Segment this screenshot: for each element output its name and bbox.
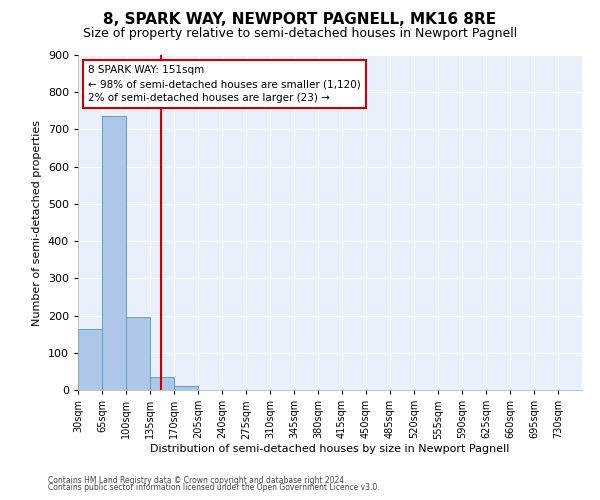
Text: Size of property relative to semi-detached houses in Newport Pagnell: Size of property relative to semi-detach… [83, 28, 517, 40]
Text: 8 SPARK WAY: 151sqm
← 98% of semi-detached houses are smaller (1,120)
2% of semi: 8 SPARK WAY: 151sqm ← 98% of semi-detach… [88, 65, 361, 103]
Bar [79, 328, 101, 390]
Bar [151, 377, 173, 390]
Y-axis label: Number of semi-detached properties: Number of semi-detached properties [32, 120, 42, 326]
Bar [175, 386, 197, 390]
Bar [103, 116, 125, 390]
Text: 8, SPARK WAY, NEWPORT PAGNELL, MK16 8RE: 8, SPARK WAY, NEWPORT PAGNELL, MK16 8RE [103, 12, 497, 28]
Bar [127, 318, 149, 390]
X-axis label: Distribution of semi-detached houses by size in Newport Pagnell: Distribution of semi-detached houses by … [151, 444, 509, 454]
Text: Contains HM Land Registry data © Crown copyright and database right 2024.: Contains HM Land Registry data © Crown c… [48, 476, 347, 485]
Text: Contains public sector information licensed under the Open Government Licence v3: Contains public sector information licen… [48, 484, 380, 492]
